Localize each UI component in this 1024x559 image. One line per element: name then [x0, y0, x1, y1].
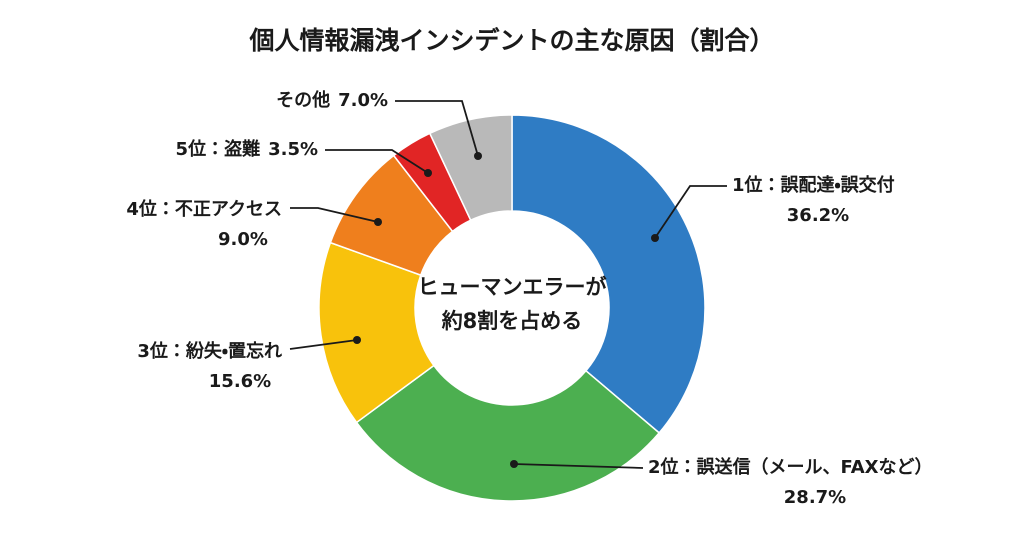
value-label: 36.2% [787, 205, 849, 226]
donut-slice [428, 114, 513, 222]
slices [318, 114, 706, 502]
leader-dot [510, 460, 518, 468]
leader-line [395, 100, 479, 157]
leader-line [290, 207, 379, 223]
category-label: その他 [276, 89, 330, 111]
leader-dot [474, 152, 482, 160]
center-annotation: 約8割を占める [441, 309, 583, 333]
labels: 1位：誤配達・誤交付 36.2% 2位：誤送信（メール、FAXなど） 28.7% 3位：… [126, 89, 932, 508]
leader-dot [353, 336, 361, 344]
value-label: 9.0% [218, 229, 268, 250]
leader-dot [424, 169, 432, 177]
leader-line [325, 149, 429, 174]
center-annotation: ヒューマンエラーが [418, 275, 607, 299]
category-label: 3位：紛失・置忘れ [137, 340, 282, 362]
value-label: 15.6% [209, 371, 271, 392]
value-label: 28.7% [784, 487, 846, 508]
label: 5位：盗難 3.5% [176, 138, 318, 160]
donut-slice [355, 364, 661, 502]
chart-title: 個人情報漏洩インシデントの主な原因（割合） [248, 26, 774, 55]
value-label: 3.5% [268, 139, 318, 160]
category-label: 2位：誤送信（メール、FAXなど） [648, 456, 933, 478]
donut-slice [511, 114, 706, 434]
category-label: 5位：盗難 [176, 138, 261, 160]
leader-dot [651, 234, 659, 242]
leader-line [513, 463, 644, 469]
donut-slice [318, 241, 435, 424]
leader-dot [374, 218, 382, 226]
leader-line [654, 185, 727, 239]
category-label: 4位：不正アクセス [126, 198, 282, 220]
label: その他 7.0% [276, 89, 388, 111]
leader-line [289, 339, 358, 350]
category-label: 1位：誤配達・誤交付 [732, 174, 895, 196]
value-label: 7.0% [338, 90, 388, 111]
